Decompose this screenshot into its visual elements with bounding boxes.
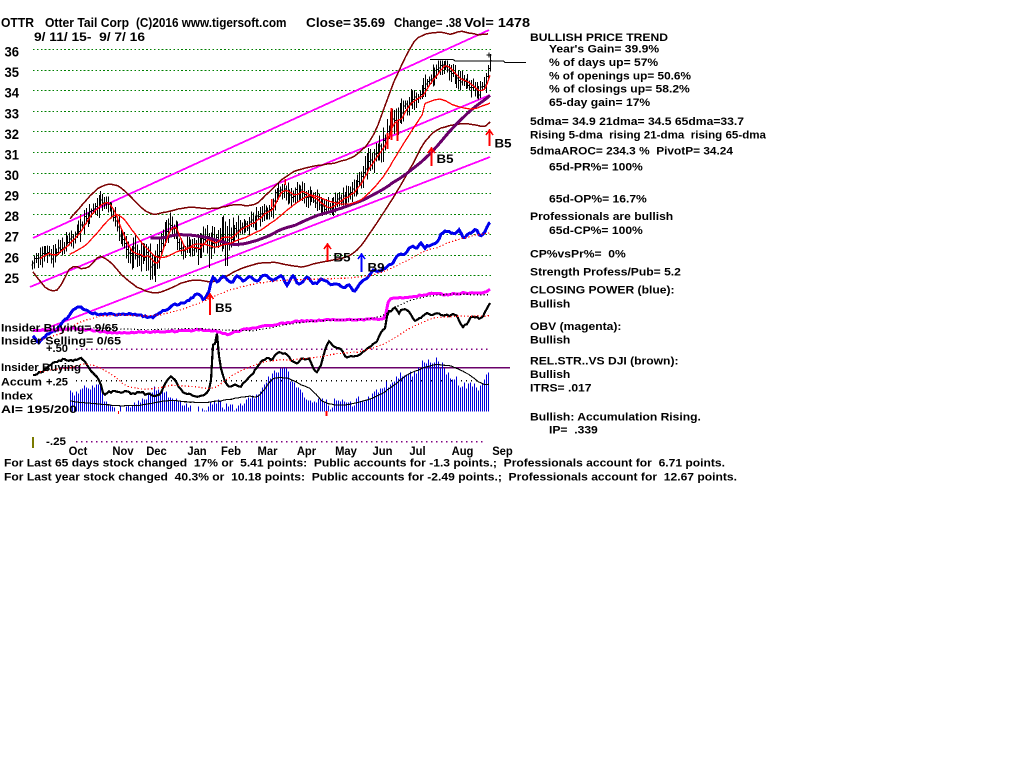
svg-text:Accum: Accum [1,377,42,389]
svg-text:29: 29 [5,189,20,204]
svg-text:26: 26 [5,250,20,265]
svg-text:28: 28 [5,209,20,224]
svg-text:34: 34 [5,86,20,101]
svg-text:30: 30 [5,168,20,183]
svg-text:B5: B5 [215,301,232,315]
svg-text:Strength Profess/Pub= 5.2: Strength Profess/Pub= 5.2 [530,267,681,279]
svg-text:32: 32 [5,127,20,142]
svg-text:% of days up= 57%: % of days up= 57% [549,57,658,69]
svg-text:Rising 5-dma rising 21-dma r: Rising 5-dma rising 21-dma rising 65-dma [530,130,767,142]
svg-text:25: 25 [5,271,20,286]
svg-text:B9: B9 [368,261,385,275]
svg-text:Close=: Close= [306,16,351,30]
svg-text:Change= .38: Change= .38 [394,16,462,30]
svg-text:Bullish: Bullish [530,299,570,311]
svg-text:Nov: Nov [112,444,133,458]
svg-text:CP%vsPr%= 0%: CP%vsPr%= 0% [530,249,626,261]
svg-text:ITRS= .017: ITRS= .017 [530,383,592,395]
svg-text:Bullish: Accumulation Rising.: Bullish: Accumulation Rising. [530,412,701,424]
svg-text:OBV (magenta):: OBV (magenta): [530,321,621,333]
svg-text:Jun: Jun [373,444,393,458]
svg-text:Dec: Dec [146,444,167,458]
svg-text:CLOSING POWER (blue):: CLOSING POWER (blue): [530,285,675,297]
svg-text:65d-CP%= 100%: 65d-CP%= 100% [549,225,643,237]
svg-text:Year's Gain= 39.9%: Year's Gain= 39.9% [549,44,659,56]
svg-text:Vol= 1478: Vol= 1478 [464,16,530,30]
svg-text:For Last year stock changed 4: For Last year stock changed 40.3% or 10.… [4,472,737,484]
svg-text:B5: B5 [495,137,512,151]
svg-text:5dmaAROC= 234.3 % PivotP= 34.: 5dmaAROC= 234.3 % PivotP= 34.24 [530,146,734,158]
svg-text:Insider Selling= 0/65: Insider Selling= 0/65 [1,336,121,348]
svg-text:OTTR: OTTR [1,16,34,30]
svg-text:Insider Buying: Insider Buying [1,362,81,374]
svg-text:Sep: Sep [492,444,513,458]
svg-text:65d-OP%= 16.7%: 65d-OP%= 16.7% [549,194,647,206]
svg-text:65-day gain= 17%: 65-day gain= 17% [549,97,650,109]
svg-text:Jan: Jan [187,444,206,458]
svg-text:B5: B5 [334,251,351,265]
svg-text:27: 27 [5,230,20,245]
svg-text:+.25: +.25 [46,377,68,389]
svg-text:Index: Index [1,391,34,403]
svg-text:33: 33 [5,106,20,121]
svg-text:-.25: -.25 [46,436,66,448]
svg-text:35: 35 [5,65,20,80]
svg-text:% of closings up= 58.2%: % of closings up= 58.2% [549,84,690,96]
svg-text:For Last 65 days stock changed: For Last 65 days stock changed 17% or 5.… [4,458,725,470]
svg-text:B5: B5 [437,152,454,166]
svg-text:Feb: Feb [221,444,241,458]
svg-text:65d-PR%= 100%: 65d-PR%= 100% [549,162,643,174]
svg-text:BULLISH PRICE TREND: BULLISH PRICE TREND [530,32,668,44]
svg-text:Professionals are bullish: Professionals are bullish [530,211,673,223]
svg-text:% of openings up= 50.6%: % of openings up= 50.6% [549,71,691,83]
svg-text:36: 36 [5,45,20,60]
svg-text:Oct: Oct [69,444,88,458]
svg-text:Apr: Apr [297,444,317,458]
svg-text:IP= .339: IP= .339 [549,425,598,437]
svg-text:Jul: Jul [409,444,425,458]
svg-text:AI= 195/200: AI= 195/200 [1,404,77,416]
svg-text:9/ 11/ 15- 9/ 7/ 16: 9/ 11/ 15- 9/ 7/ 16 [34,30,145,44]
svg-text:May: May [335,444,357,458]
svg-text:Insider Buying= 9/65: Insider Buying= 9/65 [1,323,118,335]
svg-text:Bullish: Bullish [530,369,570,381]
svg-text:(C)2016 www.tigersoft.com: (C)2016 www.tigersoft.com [136,16,287,30]
svg-text:+.50: +.50 [46,343,68,355]
svg-text:Otter Tail Corp: Otter Tail Corp [45,16,129,30]
svg-text:5dma= 34.9 21dma= 34.5 65dma=3: 5dma= 34.9 21dma= 34.5 65dma=33.7 [530,116,744,128]
svg-text:Mar: Mar [258,444,278,458]
svg-text:REL.STR..VS DJI (brown):: REL.STR..VS DJI (brown): [530,356,679,368]
svg-text:31: 31 [5,147,20,162]
svg-text:35.69: 35.69 [353,16,385,30]
svg-text:Aug: Aug [452,444,474,458]
svg-text:Bullish: Bullish [530,335,570,347]
